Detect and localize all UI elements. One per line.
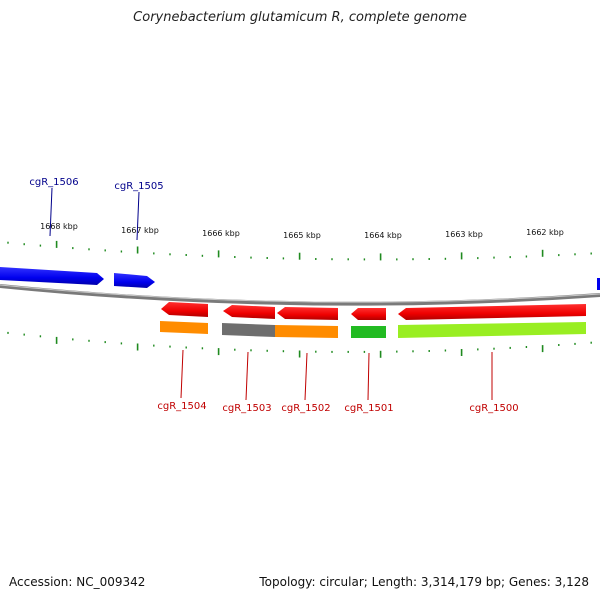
gene-arrow-cgR_1503[interactable] bbox=[223, 305, 275, 319]
gene-label-cgR_1503[interactable]: cgR_1503 bbox=[222, 403, 271, 414]
reverse-strand-genes bbox=[161, 302, 586, 320]
scale-ticks-inner bbox=[7, 331, 592, 358]
gene-arrow-cgR_1506[interactable] bbox=[0, 267, 104, 285]
scale-label-1664: 1664 kbp bbox=[364, 231, 402, 240]
gene-label-cgR_1502[interactable]: cgR_1502 bbox=[281, 403, 330, 414]
gene-arrow-cgR_1505[interactable] bbox=[114, 273, 155, 288]
gene-label-cgR_1505[interactable]: cgR_1505 bbox=[114, 181, 163, 192]
accession-text: Accession: NC_009342 bbox=[9, 575, 146, 589]
gene-label-cgR_1501[interactable]: cgR_1501 bbox=[344, 403, 393, 414]
leader-cgR_1505 bbox=[136, 191, 140, 241]
leader-cgR_1503 bbox=[245, 351, 249, 401]
gene-arrow-cgR_1502[interactable] bbox=[277, 307, 338, 320]
scale-label-1662: 1662 kbp bbox=[526, 228, 564, 237]
gene-labels: cgR_1506 cgR_1505 cgR_1504 cgR_1503 cgR_… bbox=[29, 177, 518, 414]
forward-strand-genes bbox=[0, 267, 600, 290]
leader-cgR_1501 bbox=[367, 352, 370, 401]
scale-label-1663: 1663 kbp bbox=[445, 230, 483, 239]
category-bar-cgR_1504 bbox=[160, 321, 208, 334]
gene-arrow-cgR_1504[interactable] bbox=[161, 302, 208, 317]
category-bar-cgR_1500 bbox=[398, 322, 586, 338]
gene-arrow-cgR_1500[interactable] bbox=[398, 304, 586, 320]
gene-fragment-edge[interactable] bbox=[597, 278, 600, 290]
leader-cgR_1504 bbox=[180, 349, 184, 399]
scale-label-1667: 1667 kbp bbox=[121, 226, 159, 235]
map-title: Corynebacterium glutamicum R, complete g… bbox=[133, 10, 467, 25]
genome-backbone bbox=[0, 284, 600, 306]
category-bar-cgR_1502 bbox=[275, 325, 338, 338]
gene-arrow-cgR_1501[interactable] bbox=[351, 308, 386, 320]
genome-info-text: Topology: circular; Length: 3,314,179 bp… bbox=[259, 575, 589, 589]
category-bar-cgR_1501 bbox=[351, 326, 386, 338]
gene-label-cgR_1500[interactable]: cgR_1500 bbox=[469, 403, 518, 414]
scale-labels: 1668 kbp 1667 kbp 1666 kbp 1665 kbp 1664… bbox=[40, 222, 564, 240]
scale-label-1666: 1666 kbp bbox=[202, 229, 240, 238]
category-bars bbox=[160, 321, 586, 338]
scale-label-1665: 1665 kbp bbox=[283, 231, 321, 240]
leader-cgR_1502 bbox=[304, 352, 308, 401]
gene-label-cgR_1504[interactable]: cgR_1504 bbox=[157, 401, 206, 412]
scale-ticks-outer bbox=[7, 240, 592, 261]
leader-cgR_1506 bbox=[49, 187, 53, 237]
label-leaders bbox=[49, 187, 493, 401]
category-bar-cgR_1503 bbox=[222, 323, 275, 337]
gene-label-cgR_1506[interactable]: cgR_1506 bbox=[29, 177, 78, 188]
scale-label-1668: 1668 kbp bbox=[40, 222, 78, 231]
